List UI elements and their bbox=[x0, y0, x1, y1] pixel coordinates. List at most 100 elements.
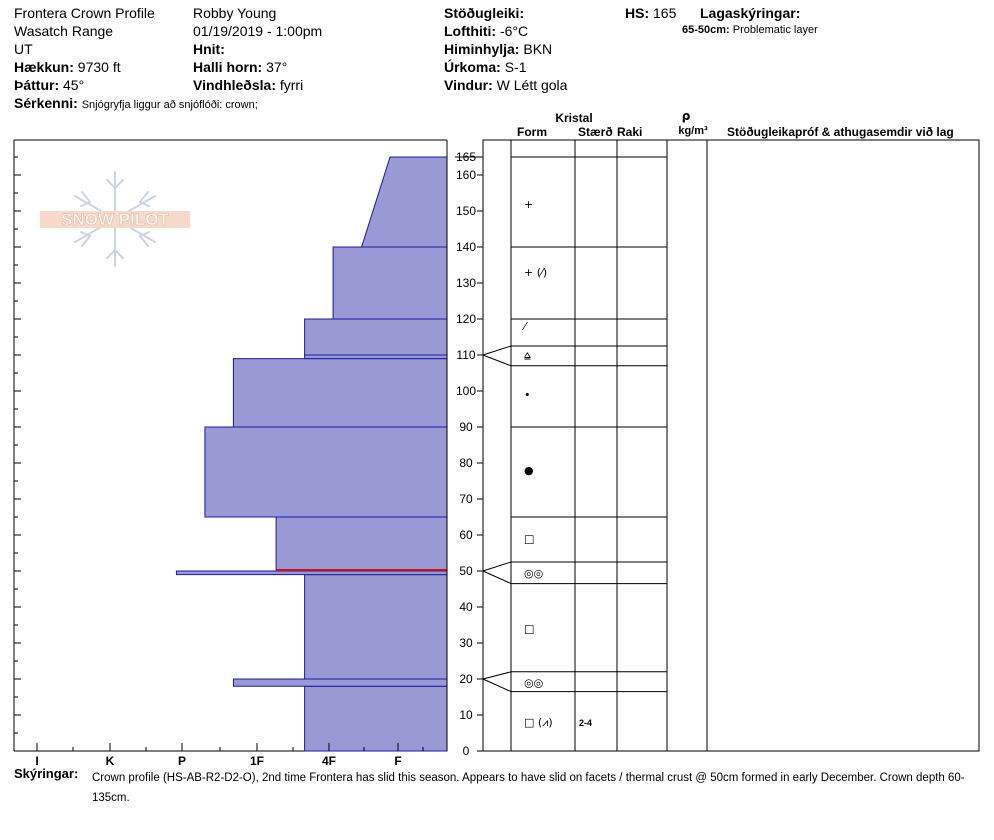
mountain-range: Wasatch Range bbox=[14, 23, 114, 39]
height-tick-label-90: 90 bbox=[459, 420, 473, 434]
callout-lower-0 bbox=[482, 354, 512, 367]
air-temp-value: -6°C bbox=[499, 23, 529, 39]
crystal-size-10: 2-4 bbox=[579, 718, 592, 728]
callout-upper-2 bbox=[482, 671, 512, 680]
hardness-bar-6 bbox=[232, 358, 448, 428]
size-header: Stærð bbox=[578, 125, 613, 139]
sky-label: Himinhylja: bbox=[444, 41, 520, 57]
hardness-bar-2 bbox=[304, 574, 448, 680]
height-tick-label-160: 160 bbox=[456, 168, 476, 182]
sky-value: BKN bbox=[523, 41, 553, 57]
crystal-form-6: □ bbox=[524, 533, 534, 546]
stability-label: Stöðugleiki: bbox=[444, 5, 525, 21]
slope-label: Halli horn: bbox=[193, 59, 263, 75]
form-header: Form bbox=[517, 125, 547, 139]
density-unit-header: kg/m³ bbox=[678, 125, 708, 137]
comments-label: Skýringar: bbox=[14, 766, 79, 781]
features-label: Sérkenni: bbox=[14, 95, 78, 111]
features-value: Snjógryfja liggur að snjóflóði: crown; bbox=[81, 99, 258, 111]
hardness-bar-10 bbox=[360, 156, 448, 248]
height-tick-label-60: 60 bbox=[459, 528, 473, 542]
crystal-form-0: + bbox=[524, 198, 533, 211]
hardness-bar-3 bbox=[175, 570, 448, 576]
height-tick-label-70: 70 bbox=[459, 492, 473, 506]
wind-value: W Létt gola bbox=[496, 77, 568, 93]
legend-label: Lagaskýringar: bbox=[700, 5, 801, 21]
features-row: Sérkenni: Snjógryfja liggur að snjóflóði… bbox=[14, 95, 258, 112]
moisture-header: Raki bbox=[617, 125, 642, 139]
legend-item-text: Problematic layer bbox=[732, 24, 818, 36]
height-tick-label-30: 30 bbox=[459, 636, 473, 650]
legend-item-range: 65-50cm: bbox=[682, 24, 730, 36]
crystal-form-10: □ (⩘) bbox=[524, 716, 553, 729]
height-tick-label-20: 20 bbox=[459, 672, 473, 686]
height-tick-label-110: 110 bbox=[456, 348, 475, 362]
hardness-bar-7 bbox=[304, 354, 448, 360]
hardness-bar-9 bbox=[332, 246, 448, 320]
hs-label: HS: bbox=[625, 5, 650, 21]
comments-text: Crown profile (HS-AB-R2-D2-O), 2nd time … bbox=[92, 772, 965, 804]
location-name: Frontera Crown Profile bbox=[14, 5, 155, 21]
layer-table-frame bbox=[482, 139, 980, 752]
height-tick-label-80: 80 bbox=[459, 456, 473, 470]
hs-value: 165 bbox=[653, 5, 677, 21]
hs-row: HS: 165 bbox=[625, 5, 676, 21]
crystal-form-7: ◎◎ bbox=[524, 567, 543, 580]
precip-value: S-1 bbox=[504, 59, 527, 75]
height-tick-label-140: 140 bbox=[456, 240, 476, 254]
crystal-header: Kristal bbox=[555, 111, 592, 125]
callout-upper-0 bbox=[482, 345, 512, 356]
snowpilot-watermark: SNOW PILOT bbox=[40, 171, 190, 267]
aspect-value: 45° bbox=[63, 77, 85, 93]
crystal-form-8: □ bbox=[524, 623, 534, 636]
callout-upper-1 bbox=[482, 561, 512, 572]
elevation-value: 9730 ft bbox=[77, 59, 121, 75]
crystal-form-2: ⁄ bbox=[521, 320, 528, 333]
layer-table: Kristal Form Stærð Raki ρ kg/m³ Stöðugle… bbox=[482, 109, 980, 752]
hardness-bar-4 bbox=[275, 516, 448, 572]
slope-value: 37° bbox=[266, 59, 288, 75]
height-tick-label-40: 40 bbox=[459, 600, 473, 614]
height-tick-label-0: 0 bbox=[463, 744, 470, 758]
coords-label: Hnit: bbox=[193, 41, 225, 57]
crystal-form-3: ⩠ bbox=[524, 349, 531, 362]
state: UT bbox=[14, 41, 33, 57]
height-tick-label-50: 50 bbox=[459, 564, 473, 578]
hardness-tick-label-3: 1F bbox=[250, 754, 264, 768]
height-tick-label-120: 120 bbox=[456, 312, 476, 326]
observer: Robby Young bbox=[193, 5, 277, 21]
hardness-tick-label-5: F bbox=[394, 754, 401, 768]
watermark-text: SNOW PILOT bbox=[61, 210, 169, 229]
elevation-label: Hækkun: bbox=[14, 59, 74, 75]
height-tick-label-10: 10 bbox=[459, 708, 473, 722]
crystal-form-5: ● bbox=[524, 464, 534, 477]
hardness-tick-label-2: P bbox=[178, 754, 186, 768]
crystal-form-1: + (⁄) bbox=[524, 266, 547, 279]
slope-row: Halli horn: 37° bbox=[193, 59, 287, 75]
wind-label: Vindur: bbox=[444, 77, 493, 93]
observation-datetime: 01/19/2019 - 1:00pm bbox=[193, 23, 323, 39]
sky-row: Himinhylja: BKN bbox=[444, 41, 552, 57]
callout-lower-2 bbox=[482, 678, 512, 693]
air-temp-row: Lofthiti: -6°C bbox=[444, 23, 528, 39]
height-tick-label-150: 150 bbox=[456, 204, 476, 218]
elevation-row: Hækkun: 9730 ft bbox=[14, 59, 121, 75]
aspect-label: Þáttur: bbox=[14, 77, 60, 93]
density-symbol-header: ρ bbox=[682, 109, 691, 123]
hardness-plot: I K P 1F 4F F bbox=[13, 139, 448, 768]
tests-header: Stöðugleikapróf & athugasemdir við lag bbox=[727, 125, 954, 139]
air-temp-label: Lofthiti: bbox=[444, 23, 497, 39]
wind-row: Vindur: W Létt gola bbox=[444, 77, 567, 93]
wind-loading-value: fyrri bbox=[279, 77, 304, 93]
crystal-form-9: ◎◎ bbox=[524, 677, 543, 690]
hardness-tick-label-4: 4F bbox=[322, 754, 336, 768]
hardness-bar-0 bbox=[304, 685, 448, 752]
precip-label: Úrkoma: bbox=[444, 59, 501, 75]
wind-loading-row: Vindhleðsla: fyrri bbox=[193, 77, 303, 93]
legend-item: 65-50cm: Problematic layer bbox=[682, 24, 818, 37]
wind-loading-label: Vindhleðsla: bbox=[193, 77, 276, 93]
height-axis: 0 10 20 30 40 50 60 70 80 90 100 110 120 130 140 150 160… bbox=[455, 150, 483, 758]
aspect-row: Þáttur: 45° bbox=[14, 77, 84, 93]
callout-lower-1 bbox=[482, 570, 512, 585]
